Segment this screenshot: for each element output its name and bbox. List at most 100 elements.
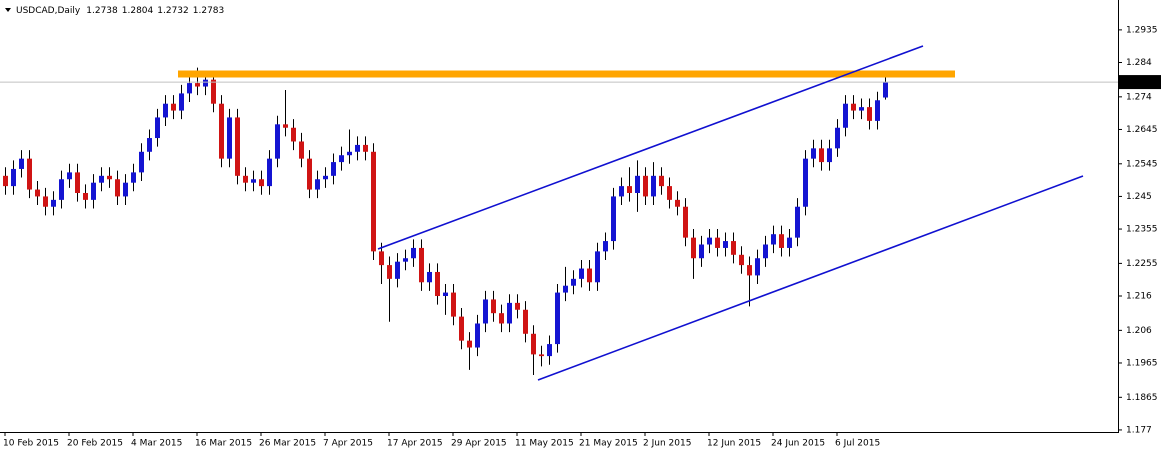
candle-body [131, 172, 136, 183]
candle-body [859, 107, 864, 111]
candle-body [715, 237, 720, 248]
candle-body [635, 175, 640, 193]
candle-body [731, 241, 736, 255]
candle-body [563, 285, 568, 293]
candle-body [155, 117, 160, 139]
candle-body [539, 354, 544, 357]
candle-body [707, 237, 712, 245]
candle-body [115, 179, 120, 197]
candle-body [723, 241, 728, 248]
x-tick-label: 11 May 2015 [515, 439, 574, 449]
candle-body [227, 117, 232, 159]
chart-header: USDCAD,Daily 1.2738 1.2804 1.2732 1.2783 [16, 6, 224, 16]
header-low: 1.2732 [157, 6, 189, 16]
current-price-box [1119, 75, 1161, 90]
symbol: USDCAD,Daily [16, 6, 81, 16]
x-tick-label: 21 May 2015 [579, 439, 638, 449]
candle-body [651, 175, 656, 197]
candle-body [691, 237, 696, 259]
candle-body [659, 175, 664, 187]
candle-body [787, 237, 792, 248]
x-tick-label: 17 Apr 2015 [387, 439, 443, 449]
candle-body [3, 175, 8, 187]
candle-body [411, 247, 416, 259]
candle-body [699, 244, 704, 259]
candle-body [587, 268, 592, 283]
y-tick-label: 1.2545 [1126, 159, 1158, 169]
candle-body [387, 265, 392, 279]
candle-body [251, 179, 256, 183]
candle-body [811, 148, 816, 159]
candle-body [483, 299, 488, 324]
y-tick-label: 1.2645 [1126, 125, 1158, 135]
candle-body [755, 258, 760, 276]
candle-body [507, 302, 512, 324]
candle-body [331, 162, 336, 176]
x-tick-label: 24 Jun 2015 [771, 439, 825, 449]
candle-body [203, 79, 208, 87]
candle-body [275, 124, 280, 159]
candle-body [491, 299, 496, 314]
candle-body [883, 82, 888, 98]
candle-body [403, 258, 408, 262]
candle-body [211, 79, 216, 104]
candle-body [35, 189, 40, 197]
candle-body [363, 144, 368, 152]
candle-body [515, 302, 520, 310]
candle-body [75, 172, 80, 193]
y-tick-label: 1.245 [1126, 192, 1152, 202]
candle-body [163, 103, 168, 118]
candle-body [627, 186, 632, 193]
x-tick-label: 4 Mar 2015 [131, 439, 182, 449]
candle-body [835, 127, 840, 149]
candle-body [531, 333, 536, 355]
candle-body [875, 100, 880, 121]
x-tick-label: 2 Jun 2015 [643, 439, 691, 449]
channel-upper-line [377, 45, 924, 250]
candle-body [67, 172, 72, 180]
candle-body [283, 124, 288, 128]
candle-body [123, 182, 128, 197]
candle-body [571, 278, 576, 286]
candle-body [779, 234, 784, 248]
candle-body [147, 138, 152, 152]
candle-body [739, 254, 744, 266]
candle-body [499, 313, 504, 324]
y-tick-label: 1.206 [1126, 326, 1152, 336]
candle-body [747, 265, 752, 276]
candle-body [379, 251, 384, 266]
y-tick-label: 1.1965 [1126, 358, 1158, 368]
candle-body [323, 175, 328, 180]
candle-body [355, 144, 360, 152]
candle-body [827, 148, 832, 163]
candle-body [371, 151, 376, 252]
candle-body [91, 182, 96, 200]
y-tick-label: 1.2255 [1126, 259, 1158, 269]
x-tick-label: 16 Mar 2015 [195, 439, 252, 449]
candle-body [795, 206, 800, 238]
y-tick-label: 1.2355 [1126, 225, 1158, 235]
candle-body [675, 199, 680, 207]
candle-body [235, 117, 240, 176]
candle-body [595, 251, 600, 283]
candle-body [179, 93, 184, 111]
menu-triangle[interactable] [5, 8, 11, 12]
candle-body [267, 158, 272, 187]
candle-body [339, 155, 344, 163]
x-tick-label: 20 Feb 2015 [67, 439, 123, 449]
candle-body [867, 107, 872, 121]
channel-lower-line [537, 175, 1084, 381]
x-tick-label: 7 Apr 2015 [323, 439, 373, 449]
candle-body [299, 141, 304, 159]
x-tick-label: 12 Jun 2015 [707, 439, 761, 449]
candle-body [243, 175, 248, 183]
candle-body [459, 316, 464, 341]
candle-body [851, 103, 856, 111]
candle-body [579, 268, 584, 279]
candle-body [171, 103, 176, 111]
candle-body [83, 192, 88, 200]
candle-body [27, 158, 32, 190]
candle-body [139, 151, 144, 173]
